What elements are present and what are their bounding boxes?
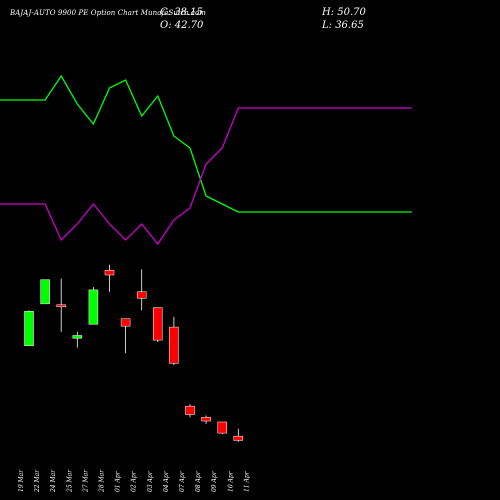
candle [56, 278, 66, 332]
date-axis: 19 Mar 22 Mar 24 Mar 25 Mar 27 Mar 28 Mar 01 A… [18, 469, 250, 493]
candle-body-down [185, 405, 195, 415]
candle-body-down [201, 417, 211, 422]
indicator-line-magenta [0, 107, 412, 246]
candle-body-down [104, 270, 115, 276]
candle-body-down [56, 304, 66, 308]
chart-title: BAJAJ-AUTO 9900 PE Option Chart MunafaSu… [10, 9, 206, 17]
date-label: 28 Mar [99, 469, 106, 493]
candle [185, 404, 195, 418]
candle-body-down [120, 318, 131, 327]
candle [169, 316, 179, 366]
indicator-lines [0, 74, 412, 246]
date-label: 01 Apr [115, 470, 122, 492]
date-label: 02 Apr [131, 470, 138, 492]
candle-body-down [136, 291, 147, 299]
candle [24, 310, 34, 346]
date-label: 07 Apr [179, 470, 186, 492]
candle [40, 279, 50, 305]
candles [24, 264, 244, 442]
date-label: 25 Mar [66, 469, 73, 493]
candle [233, 428, 244, 442]
candle [136, 269, 147, 311]
candle [153, 307, 163, 342]
candle-body-down [153, 307, 163, 341]
open-value: O: 42.70 [160, 20, 204, 31]
high-value: H: 50.70 [322, 7, 366, 18]
date-label: 08 Apr [195, 470, 202, 492]
date-label: 22 Mar [34, 469, 41, 493]
date-label: 04 Apr [163, 470, 170, 492]
close-value: C: 38.15 [160, 7, 203, 18]
candle-body-up [24, 311, 34, 346]
candle-body-down [169, 326, 179, 364]
candle [120, 318, 131, 354]
low-value: L: 36.65 [322, 20, 364, 31]
candle-body-down [217, 421, 227, 434]
candle [217, 421, 227, 435]
date-label: 27 Mar [82, 469, 89, 493]
candle-body-down [233, 435, 244, 441]
date-label: 09 Apr [211, 470, 218, 492]
date-label: 10 Apr [227, 470, 234, 492]
candle [201, 415, 211, 424]
date-label: 19 Mar [18, 469, 25, 492]
indicator-line-green [0, 74, 412, 213]
candle-body-up [88, 289, 99, 325]
candle-body-up [72, 335, 83, 339]
date-label: 11 Apr [243, 470, 250, 492]
candle-body-up [40, 279, 50, 305]
candle [72, 331, 83, 348]
date-label: 03 Apr [147, 470, 154, 492]
candle [88, 287, 99, 325]
candle [104, 264, 115, 292]
date-label: 24 Mar [50, 469, 57, 493]
